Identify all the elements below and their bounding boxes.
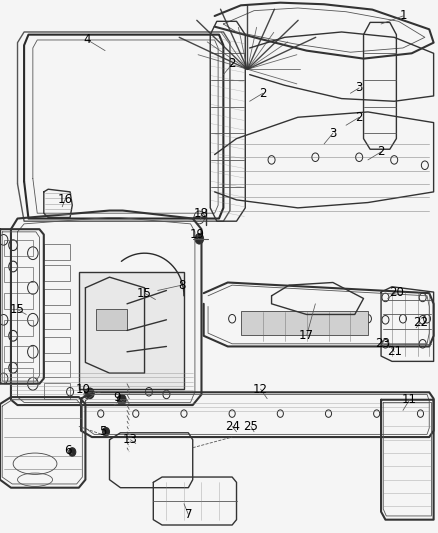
Text: 15: 15: [137, 287, 152, 300]
Text: 7: 7: [184, 508, 192, 521]
Text: 24: 24: [225, 420, 240, 433]
Bar: [79, 272, 184, 389]
Text: 25: 25: [244, 420, 258, 433]
Text: 22: 22: [413, 316, 428, 329]
Text: 1: 1: [399, 10, 407, 22]
Circle shape: [195, 233, 204, 244]
Bar: [4, 266, 33, 282]
Bar: [4, 320, 33, 336]
Text: 9: 9: [113, 391, 121, 403]
Text: 6: 6: [64, 444, 72, 457]
Text: 2: 2: [228, 58, 236, 70]
Text: 21: 21: [387, 345, 402, 358]
Text: 19: 19: [190, 228, 205, 241]
Text: 2: 2: [259, 87, 267, 100]
Text: 5: 5: [99, 425, 106, 438]
Text: 23: 23: [375, 337, 390, 350]
Bar: [44, 289, 70, 305]
Text: 3: 3: [329, 127, 336, 140]
Text: 4: 4: [84, 34, 92, 46]
Text: 17: 17: [299, 329, 314, 342]
Text: 15: 15: [9, 303, 24, 316]
Text: 20: 20: [389, 286, 404, 298]
Text: 16: 16: [57, 193, 72, 206]
Bar: [4, 293, 33, 309]
Text: 10: 10: [76, 383, 91, 395]
Circle shape: [85, 388, 94, 399]
Bar: [44, 244, 70, 260]
Bar: [44, 337, 70, 353]
Circle shape: [117, 394, 126, 405]
Bar: [44, 361, 70, 377]
Bar: [44, 265, 70, 281]
Bar: [96, 309, 127, 330]
Circle shape: [102, 427, 110, 436]
Bar: [4, 346, 33, 362]
Text: 8: 8: [178, 279, 185, 292]
Circle shape: [69, 448, 76, 456]
Text: 18: 18: [194, 207, 209, 220]
Text: 3: 3: [356, 82, 363, 94]
Bar: [44, 383, 70, 399]
Bar: [44, 313, 70, 329]
Text: 11: 11: [402, 393, 417, 406]
Text: 2: 2: [355, 111, 363, 124]
Bar: [4, 240, 33, 256]
Bar: [4, 368, 33, 384]
Text: 2: 2: [377, 146, 385, 158]
Text: 12: 12: [253, 383, 268, 395]
Bar: [241, 311, 368, 335]
Text: 13: 13: [123, 433, 138, 446]
